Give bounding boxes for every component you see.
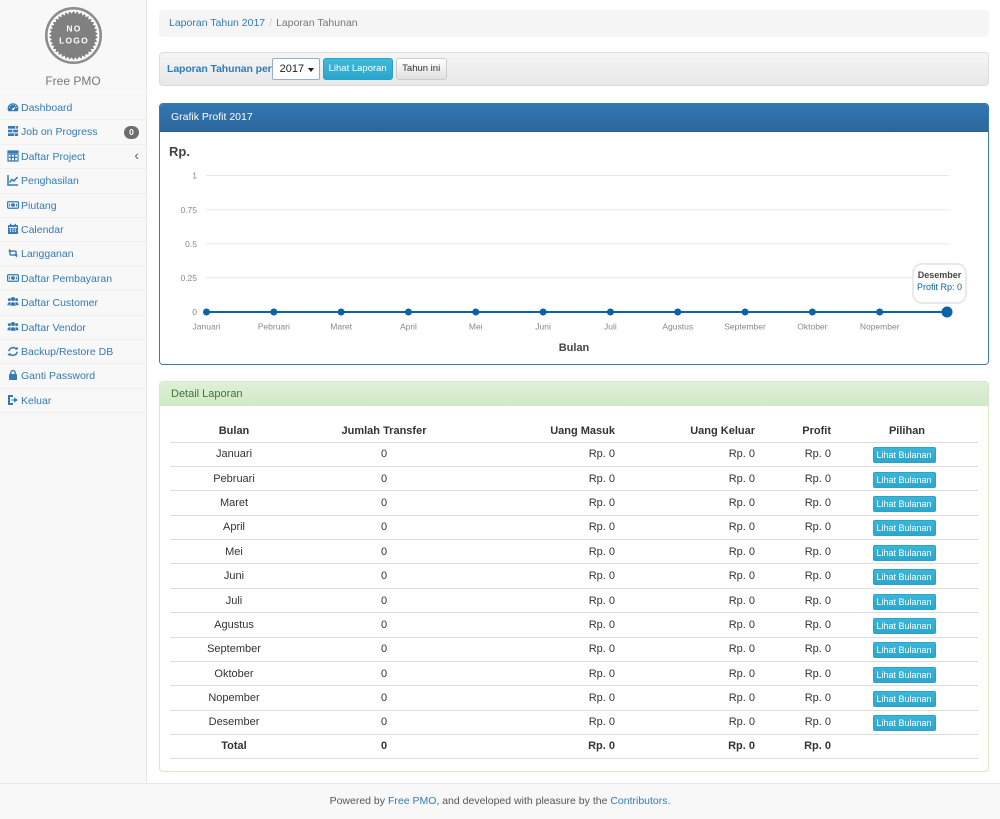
svg-text:0: 0 bbox=[192, 307, 197, 317]
svg-text:LOGO: LOGO bbox=[59, 36, 89, 46]
svg-text:April: April bbox=[400, 322, 417, 332]
svg-text:1: 1 bbox=[192, 171, 197, 181]
svg-text:Pebruari: Pebruari bbox=[258, 322, 290, 332]
svg-text:Nopember: Nopember bbox=[860, 322, 900, 332]
svg-text:0.5: 0.5 bbox=[185, 239, 197, 249]
svg-text:Oktober: Oktober bbox=[797, 322, 827, 332]
svg-text:0.75: 0.75 bbox=[180, 205, 197, 215]
svg-text:NO: NO bbox=[66, 24, 81, 34]
svg-text:Juni: Juni bbox=[535, 322, 551, 332]
svg-text:Agustus: Agustus bbox=[662, 322, 693, 332]
svg-text:Mei: Mei bbox=[469, 322, 483, 332]
svg-text:September: September bbox=[724, 322, 766, 332]
svg-text:Maret: Maret bbox=[330, 322, 352, 332]
svg-text:Bulan: Bulan bbox=[559, 342, 590, 354]
svg-text:Juli: Juli bbox=[604, 322, 617, 332]
svg-text:Rp.: Rp. bbox=[169, 144, 190, 159]
svg-text:Januari: Januari bbox=[193, 322, 221, 332]
svg-text:0.25: 0.25 bbox=[180, 273, 197, 283]
